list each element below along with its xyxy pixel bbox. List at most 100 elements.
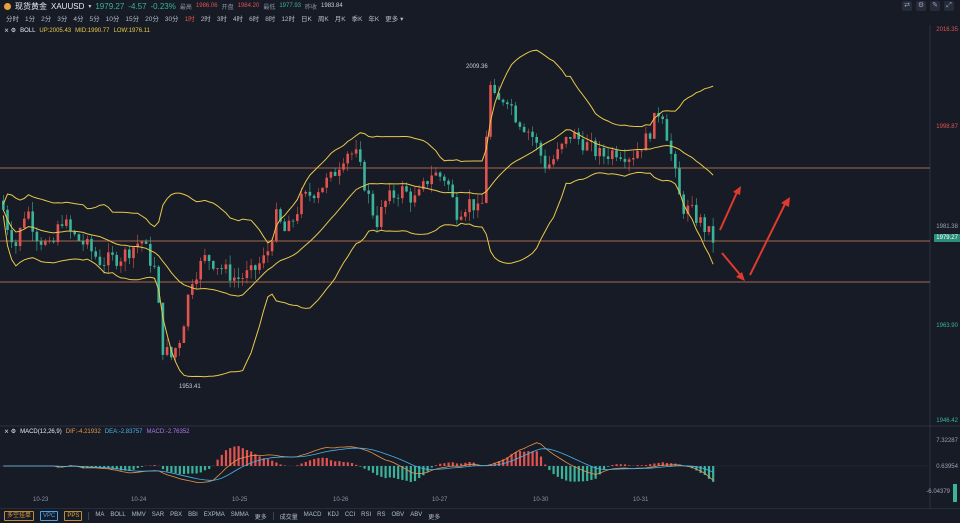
sub-indicator-tab[interactable]: 成交量 (279, 514, 298, 521)
macd-bar (686, 466, 690, 467)
vpc-button[interactable]: VPC (40, 511, 59, 521)
compare-icon[interactable]: ⇄ (902, 1, 912, 11)
macd-bar (308, 460, 312, 466)
boll-toggle-icon[interactable]: ⨯ ⚙ (4, 28, 17, 34)
sub-indicator-tab[interactable]: ABV (410, 511, 423, 518)
sub-indicator-tab[interactable]: RSI (361, 511, 372, 518)
macd-bar (111, 466, 114, 469)
candle-body (413, 195, 417, 203)
macd-bar (220, 454, 223, 466)
main-indicator-tab[interactable]: MMV (131, 511, 146, 518)
candle-body (674, 153, 677, 169)
candle-body (186, 294, 190, 327)
candle-body (573, 132, 576, 139)
period-tab[interactable]: 月K (334, 16, 346, 23)
high-value: 1986.06 (195, 3, 218, 9)
period-tab[interactable]: 分时 (6, 16, 19, 23)
period-tab[interactable]: 2时 (200, 16, 211, 23)
order-button[interactable]: 多空挂单 (4, 511, 35, 521)
symbol-code[interactable]: XAUUSD (51, 1, 85, 11)
macd-bar (611, 464, 614, 466)
macd-bar (619, 464, 622, 466)
macd-bar (304, 461, 307, 466)
macd-bar (527, 451, 530, 466)
period-tab[interactable]: 1时 (184, 16, 195, 23)
fullscreen-icon[interactable]: ⤢ (944, 1, 954, 11)
boll-mid: MID:1990.77 (75, 27, 110, 34)
period-tab[interactable]: 15分 (125, 16, 140, 23)
period-tab[interactable]: 4时 (232, 16, 244, 23)
settings-icon[interactable]: ⚙ (916, 1, 926, 11)
period-tab[interactable]: 5分 (89, 16, 100, 23)
period-tab[interactable]: 更多 ▾ (385, 16, 404, 23)
x-axis-label: 10-27 (432, 497, 448, 503)
period-tab[interactable]: 2分 (41, 16, 52, 23)
symbol-name[interactable]: 现货黄金 (15, 1, 47, 11)
macd-bar (531, 451, 534, 466)
toolbar-icons: ⇄ ⚙ ✎ ⤢ (902, 1, 954, 11)
period-tab[interactable]: 3分 (57, 16, 68, 23)
main-indicator-tab[interactable]: BBI (188, 511, 198, 518)
macd-toggle-icon[interactable]: ⨯ ⚙ (4, 429, 17, 435)
candle-body (455, 197, 459, 220)
candle-body (350, 153, 354, 155)
period-tab[interactable]: 4分 (73, 16, 84, 23)
macd-bar (573, 466, 576, 482)
x-axis-label: 10-23 (33, 497, 49, 503)
candle-body (178, 342, 181, 349)
sub-indicator-tab[interactable]: MACD (303, 511, 322, 518)
macd-bar (182, 466, 186, 474)
macd-bar (476, 464, 480, 466)
period-tab[interactable]: 10分 (105, 16, 120, 23)
macd-bar (98, 466, 102, 468)
main-indicator-tab[interactable]: EXPMA (203, 511, 225, 518)
macd-bar (472, 462, 475, 466)
period-tab[interactable]: 周K (317, 16, 329, 23)
period-tab[interactable]: 12时 (281, 16, 296, 23)
main-indicator-tab[interactable]: MA (95, 511, 105, 518)
period-tab[interactable]: 8时 (265, 16, 276, 23)
candle-body (539, 142, 543, 156)
candle-body (405, 186, 408, 192)
candle-body (619, 157, 622, 159)
main-indicator-tab[interactable]: SMMA (230, 511, 249, 518)
period-tab[interactable]: 季K (351, 16, 363, 23)
candle-body (283, 221, 286, 232)
candle-body (39, 241, 43, 245)
macd-bar (355, 464, 358, 466)
main-indicator-tab[interactable]: BOLL (110, 511, 126, 518)
period-tab[interactable]: 30分 (164, 16, 179, 23)
period-tab[interactable]: 年K (368, 16, 380, 23)
candle-body (296, 214, 299, 221)
period-tab[interactable]: 3时 (216, 16, 227, 23)
period-tab[interactable]: 日K (301, 16, 312, 23)
macd-bar (195, 466, 198, 474)
pps-button[interactable]: PPS (64, 511, 83, 521)
macd-bar (346, 462, 349, 466)
period-tab[interactable]: 6时 (249, 16, 260, 23)
sub-indicator-tab[interactable]: RS (377, 511, 386, 518)
candle-body (216, 268, 219, 270)
sub-indicator-tab[interactable]: 更多 (428, 514, 441, 521)
sub-indicator-tab[interactable]: CCI (344, 511, 356, 518)
main-indicator-tab[interactable]: SAR (151, 511, 165, 518)
macd-bar (493, 462, 496, 466)
candle-body (665, 119, 669, 141)
candle-body (480, 202, 484, 204)
sub-indicator-tab[interactable]: KDJ (327, 511, 339, 518)
symbol-dropdown-icon[interactable]: ▾ (88, 3, 92, 10)
candle-body (459, 216, 463, 220)
main-indicator-tab[interactable]: 更多 (254, 514, 267, 521)
macd-dif-line (3, 442, 714, 484)
draw-icon[interactable]: ✎ (930, 1, 940, 11)
main-indicator-tab[interactable]: PBX (170, 511, 183, 518)
period-tab[interactable]: 20分 (145, 16, 159, 23)
divider (272, 512, 274, 520)
macd-bar (254, 454, 257, 466)
bottom-toolbar: 多空挂单 VPC PPS MA BOLL MMV SAR PBX BBI EXPMA SMMA… (0, 508, 960, 523)
period-tab[interactable]: 1分 (25, 16, 36, 23)
candle-body (598, 147, 601, 157)
candle-body (220, 268, 223, 270)
sub-indicator-tab[interactable]: OBV (391, 511, 405, 518)
